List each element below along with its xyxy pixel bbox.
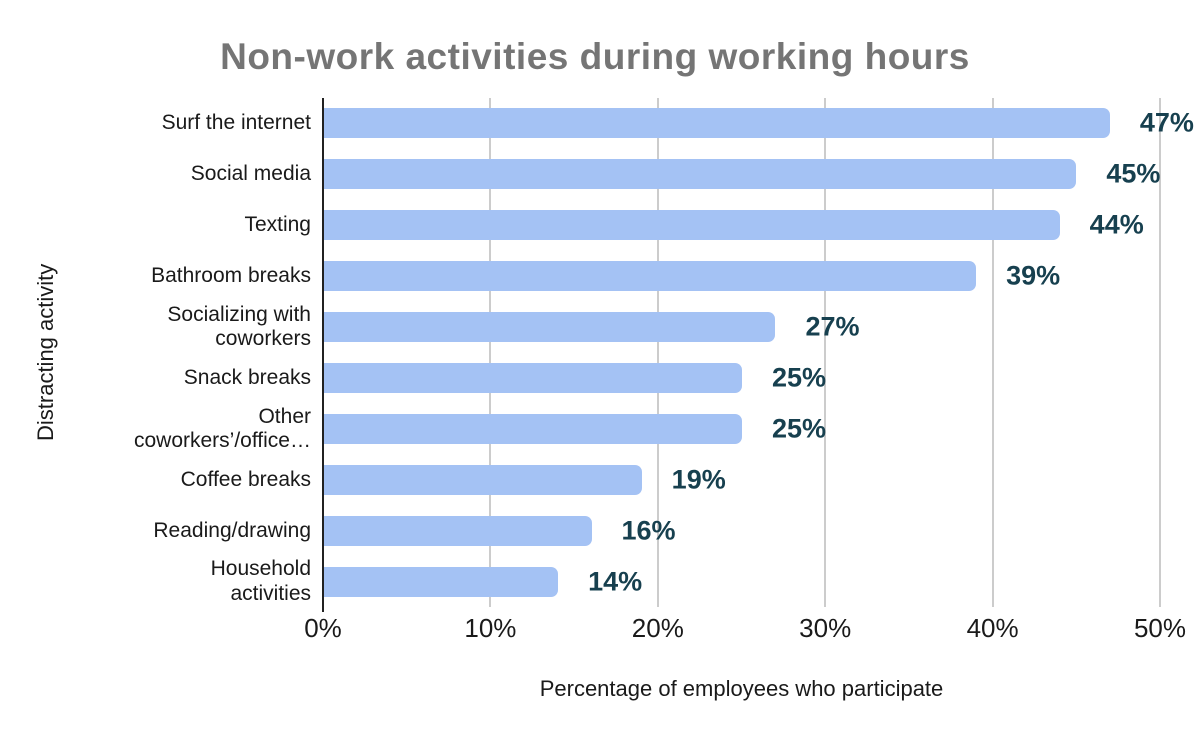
- x-tick-label: 50%: [1133, 613, 1187, 643]
- y-axis-line: [322, 98, 324, 612]
- value-label: 39%: [1006, 260, 1061, 291]
- category-label: Coffee breaks: [180, 467, 311, 491]
- bar-zone: 19%: [324, 454, 1160, 505]
- bar: [324, 159, 1077, 190]
- bar-row: Bathroom breaks 39%: [55, 251, 1160, 302]
- bar-zone: 45%: [324, 149, 1160, 200]
- value-label: 44%: [1089, 209, 1144, 240]
- bar: [324, 515, 592, 546]
- bar-row: Social media 45%: [55, 149, 1160, 200]
- bar-zone: 39%: [324, 251, 1160, 302]
- x-tick-label: 20%: [631, 613, 684, 643]
- bar-row: Snack breaks 25%: [55, 353, 1160, 404]
- value-label: 16%: [621, 515, 676, 546]
- bar: [324, 362, 742, 393]
- x-tick-label: 30%: [799, 613, 852, 643]
- value-label: 47%: [1139, 107, 1194, 138]
- bar: [324, 108, 1110, 139]
- x-axis-title: Percentage of employees who participate: [539, 676, 944, 701]
- bar-zone: 27%: [324, 302, 1160, 353]
- x-tick-label: 0%: [304, 613, 342, 643]
- bar-zone: 14%: [324, 556, 1160, 607]
- bar: [324, 566, 559, 597]
- bar-row: Other coworkers’/office… 25%: [55, 403, 1160, 454]
- category-label: Bathroom breaks: [151, 264, 311, 288]
- bar: [324, 312, 776, 343]
- bar-zone: 44%: [324, 200, 1160, 251]
- bar-row: Socializing with coworkers 27%: [55, 302, 1160, 353]
- chart-title: Non-work activities during working hours: [220, 36, 970, 77]
- value-label: 14%: [588, 566, 643, 597]
- category-label: Reading/drawing: [153, 518, 311, 542]
- x-axis-tick-labels: 0% 10% 20% 30% 40% 50%: [304, 613, 1186, 645]
- category-label: Surf the internet: [161, 111, 311, 135]
- x-tick-label: 10%: [464, 613, 517, 643]
- x-tick-label: 40%: [966, 613, 1019, 643]
- category-label: Household activities: [210, 557, 311, 605]
- gridline: [656, 98, 659, 607]
- plot-area: [322, 98, 1161, 612]
- category-label: Other coworkers’/office…: [133, 404, 311, 452]
- gridline: [489, 98, 492, 607]
- bar-row: Surf the internet 47%: [55, 98, 1194, 149]
- bar: [324, 210, 1060, 241]
- bar-row: Reading/drawing 16%: [55, 505, 1160, 556]
- bar-row: Household activities 14%: [55, 556, 1160, 607]
- bar-zone: 16%: [324, 505, 1160, 556]
- value-label: 19%: [671, 464, 726, 495]
- gridline: [1159, 98, 1161, 607]
- category-label: Socializing with coworkers: [167, 302, 311, 351]
- bar-row: Coffee breaks 19%: [55, 454, 1160, 505]
- bar-zone: 25%: [324, 403, 1160, 454]
- bar-zone: 25%: [324, 353, 1160, 404]
- bar-rows: Surf the internet 47% Social media 45% T…: [55, 98, 1194, 607]
- bar: [324, 261, 977, 292]
- bar: [324, 464, 642, 495]
- bar-zone: 47%: [324, 98, 1194, 149]
- bar-row: Texting 44%: [55, 200, 1160, 251]
- category-label: Social media: [190, 162, 311, 186]
- value-label: 25%: [772, 362, 827, 393]
- category-label: Texting: [244, 213, 311, 237]
- bar: [324, 413, 742, 444]
- value-label: 25%: [772, 413, 827, 444]
- value-label: 27%: [805, 311, 860, 342]
- category-label: Snack breaks: [183, 365, 311, 389]
- value-label: 45%: [1106, 158, 1161, 189]
- gridline: [991, 98, 994, 607]
- gridline: [824, 98, 827, 607]
